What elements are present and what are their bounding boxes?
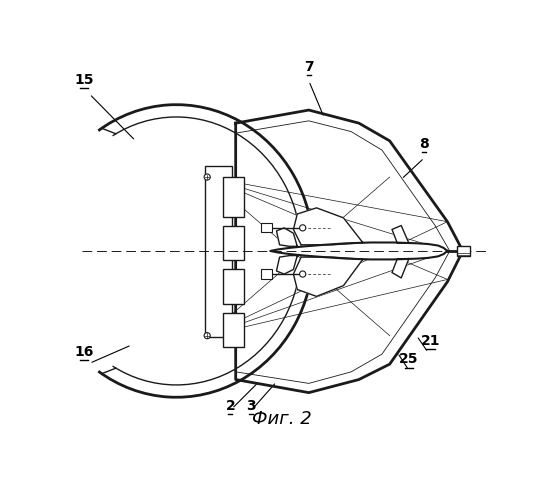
Polygon shape: [271, 242, 448, 260]
Bar: [261, 223, 272, 232]
Bar: [458, 246, 470, 256]
Bar: [223, 226, 244, 260]
Circle shape: [300, 271, 306, 277]
Text: 2: 2: [226, 398, 235, 412]
Polygon shape: [236, 110, 463, 393]
Bar: [223, 312, 244, 347]
Text: 8: 8: [420, 137, 429, 151]
Polygon shape: [294, 208, 363, 245]
Bar: [223, 270, 244, 304]
Text: 21: 21: [421, 334, 440, 348]
Text: 3: 3: [246, 398, 256, 412]
Text: Фиг. 2: Фиг. 2: [252, 410, 312, 428]
Bar: [261, 270, 272, 278]
Polygon shape: [277, 256, 297, 274]
Polygon shape: [294, 257, 363, 296]
Text: 15: 15: [74, 73, 94, 87]
Circle shape: [204, 332, 210, 338]
Text: 25: 25: [399, 352, 419, 366]
Circle shape: [204, 174, 210, 180]
Text: 7: 7: [304, 60, 314, 74]
Polygon shape: [392, 258, 409, 278]
Bar: [205, 166, 232, 337]
Polygon shape: [392, 226, 409, 244]
Bar: [223, 177, 244, 217]
Polygon shape: [277, 228, 297, 246]
Text: 16: 16: [74, 345, 94, 359]
Circle shape: [300, 225, 306, 231]
